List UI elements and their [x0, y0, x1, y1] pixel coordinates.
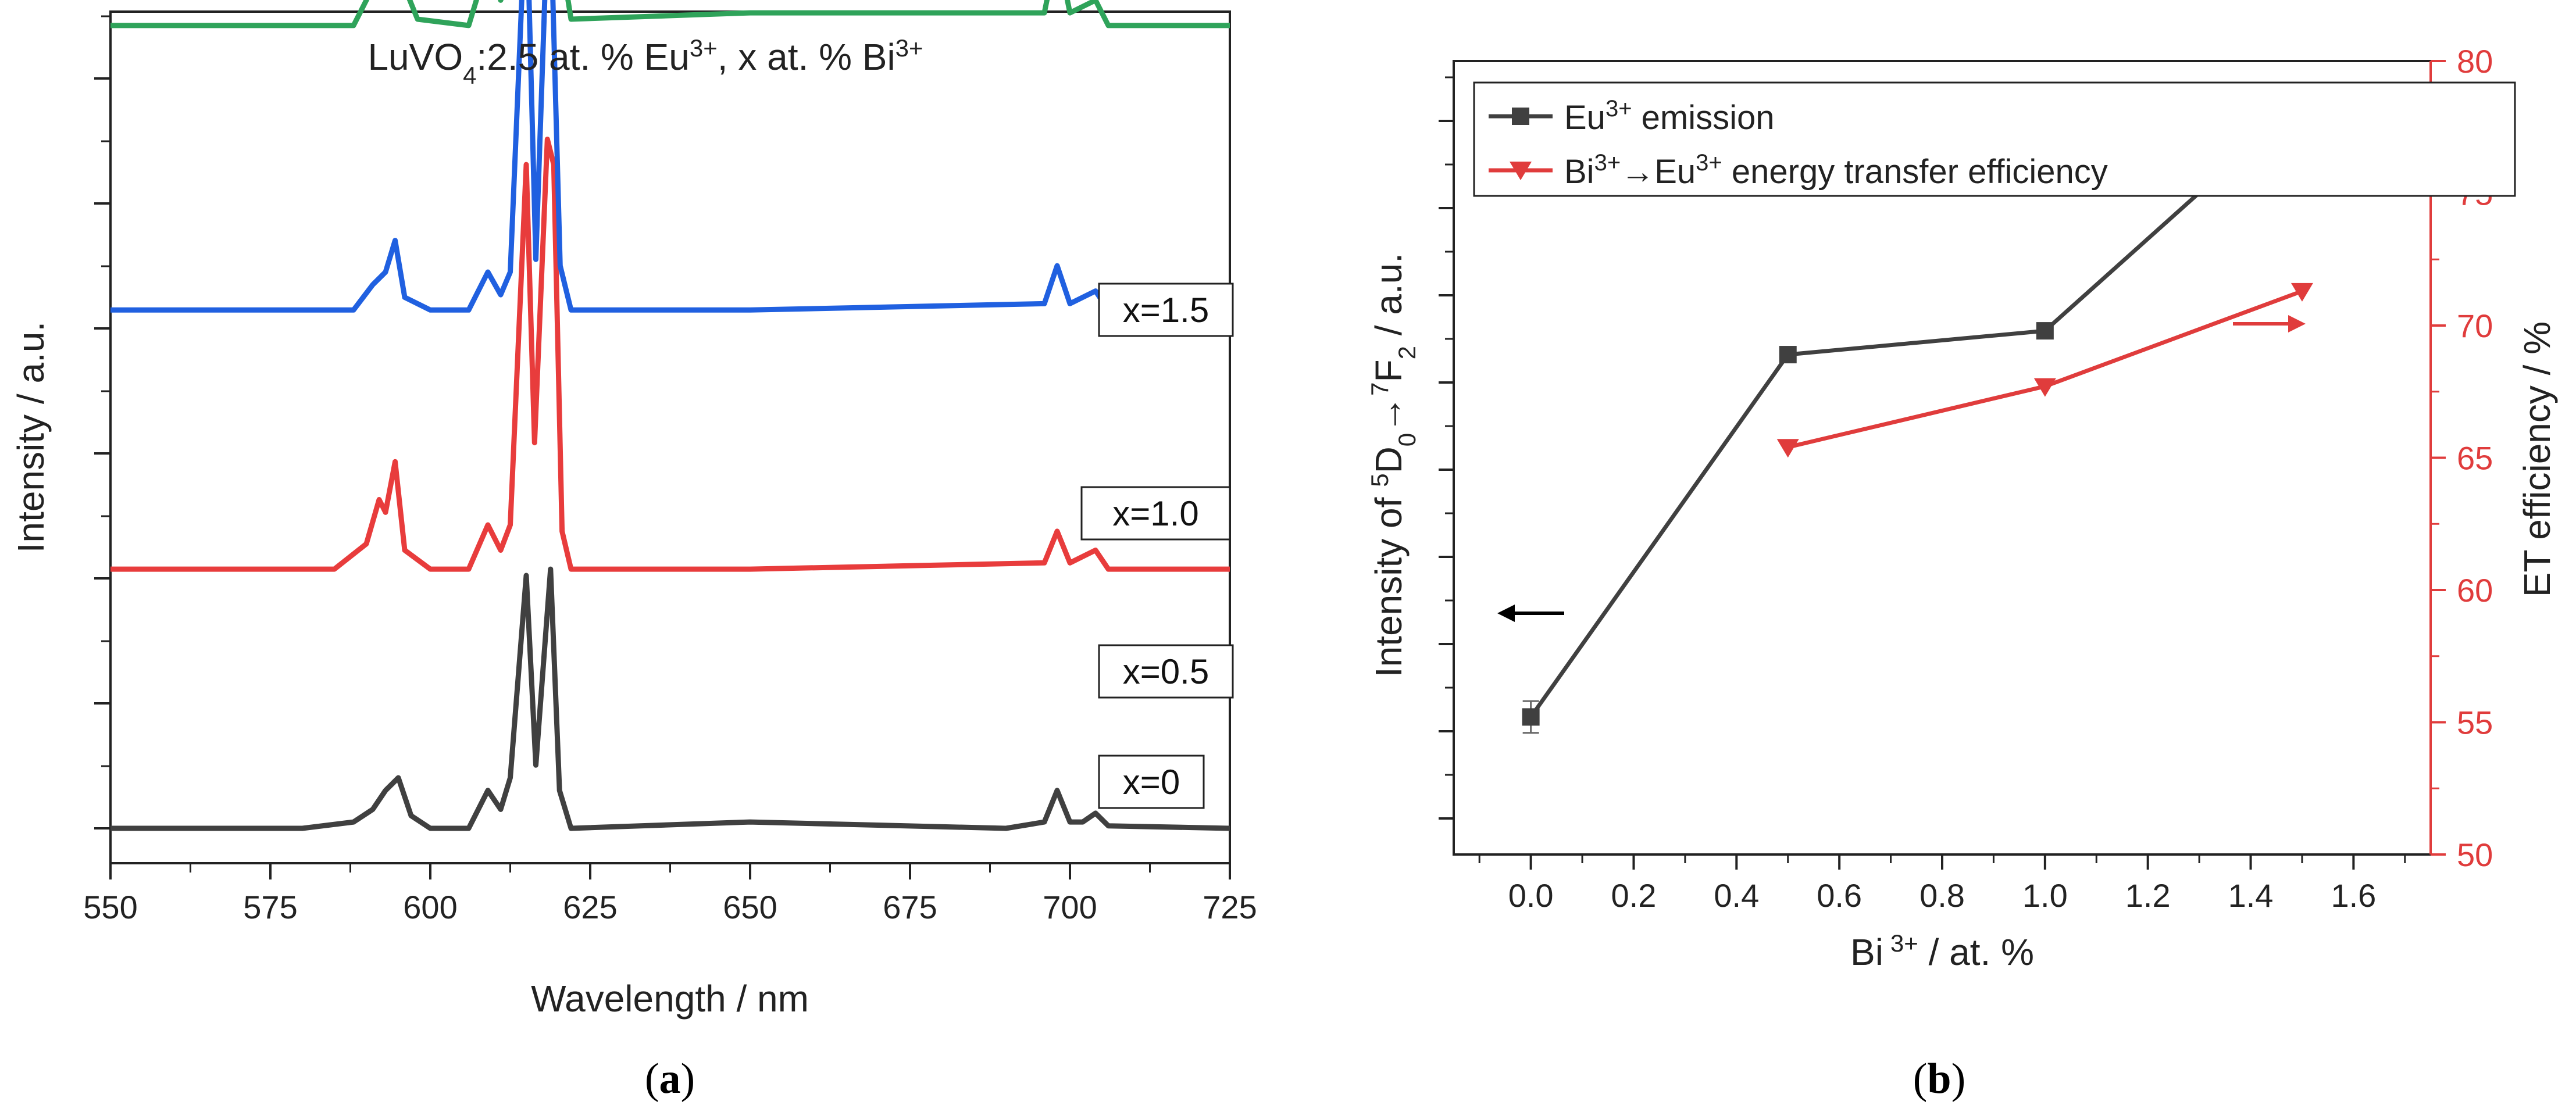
spectrum-x10	[110, 0, 1230, 313]
panel-b-legend: Eu3+ emission Bi3+→Eu3+ energy transfer …	[1473, 81, 2516, 197]
b-x-tick-label: 0.4	[1714, 877, 1759, 914]
b-x-tick-label: 1.2	[2125, 877, 2171, 914]
a-x-tick-label: 625	[563, 889, 617, 925]
panel-b-series	[1522, 92, 2313, 734]
b-x-tick-label: 0.2	[1611, 877, 1657, 914]
a-series-label: x=0.5	[1123, 652, 1209, 691]
b-right-tick-label: 70	[2457, 308, 2493, 344]
b-right-tick-label: 60	[2457, 572, 2493, 609]
b-right-tick-label: 65	[2457, 440, 2493, 477]
a-series-label-box: x=0	[1098, 755, 1205, 809]
eu-emission-point	[2036, 322, 2054, 340]
b-x-tick-label: 0.0	[1508, 877, 1554, 914]
a-series-label-box: x=1.5	[1098, 283, 1234, 337]
b-right-tick-label: 50	[2457, 836, 2493, 873]
a-x-tick-label: 675	[883, 889, 937, 925]
b-x-tick-label: 1.0	[2022, 877, 2068, 914]
b-x-tick-label: 1.4	[2228, 877, 2274, 914]
a-series-label-box: x=1.0	[1080, 486, 1231, 541]
b-x-tick-label: 1.6	[2331, 877, 2376, 914]
et-efficiency-point	[2290, 283, 2313, 302]
a-x-tick-label: 600	[403, 889, 457, 925]
a-x-tick-label: 725	[1203, 889, 1257, 925]
eu-emission-line	[1529, 99, 2304, 718]
left-axis-arrow-icon	[1497, 605, 1564, 622]
panel-a-x-axis-title: Wavelength / nm	[531, 978, 809, 1020]
svg-text:Bi3+→Eu3+ energy transfer effi: Bi3+→Eu3+ energy transfer efficiency	[1564, 150, 2108, 191]
panel-a-spectra: 550 575 600 625 650 675 700 725 x=1.5 x=1.0 x=0.5…	[10, 0, 1257, 1103]
panel-a-annotations: x=1.5 x=1.0 x=0.5 x=0	[1080, 283, 1234, 809]
b-x-tick-label: 0.8	[1919, 877, 1965, 914]
a-series-label: x=0	[1123, 763, 1180, 802]
a-x-tick-label: 550	[83, 889, 137, 925]
spectrum-x05	[110, 137, 1230, 572]
legend-entry-eu-emission: Eu3+ emission	[1489, 96, 1775, 137]
a-series-label: x=1.0	[1112, 494, 1198, 533]
panel-a-series	[110, 0, 1230, 831]
right-axis-arrow-icon	[2233, 315, 2306, 332]
a-x-tick-label: 650	[723, 889, 777, 925]
b-right-tick-label: 80	[2457, 43, 2493, 80]
b-right-tick-label: 55	[2457, 705, 2493, 741]
panel-b-x-ticks: 0.0 0.2 0.4 0.6 0.8 1.0 1.2 1.4 1.6	[1478, 854, 2406, 914]
legend-entry-et-efficiency: Bi3+→Eu3+ energy transfer efficiency	[1489, 150, 2108, 191]
spectrum-x0	[110, 566, 1230, 831]
panel-a-y-axis-title: Intensity / a.u.	[10, 321, 52, 553]
et-efficiency-point	[2033, 378, 2056, 397]
a-series-label: x=1.5	[1123, 291, 1209, 330]
panel-b-x-axis-title: Bi 3+ / at. %	[1850, 929, 2034, 974]
eu-emission-point	[1779, 346, 1797, 364]
panel-b-left-y-ticks	[1439, 76, 1454, 820]
b-x-tick-label: 0.6	[1817, 877, 1862, 914]
a-series-label-box: x=0.5	[1098, 644, 1234, 699]
panel-b-label: (b)	[1913, 1055, 1965, 1103]
panel-a-title: LuVO4:2.5 at. % Eu3+, x at. % Bi3+	[368, 34, 923, 89]
et-efficiency-point	[1776, 439, 1799, 458]
svg-text:Eu3+ emission: Eu3+ emission	[1564, 96, 1775, 137]
panel-b-y2-axis-title: ET efficiency / %	[2516, 321, 2558, 597]
panel-a-y-ticks	[94, 15, 110, 829]
panel-a-x-ticks: 550 575 600 625 650 675 700 725	[83, 863, 1257, 925]
a-x-tick-label: 700	[1043, 889, 1097, 925]
a-x-tick-label: 575	[243, 889, 297, 925]
panel-b-efficiency: 0.00.20.40.60.81.01.21.41.6 505560657075…	[1366, 43, 2559, 1103]
eu-emission-point	[1522, 708, 1540, 726]
panel-a-label: (a)	[645, 1055, 695, 1103]
